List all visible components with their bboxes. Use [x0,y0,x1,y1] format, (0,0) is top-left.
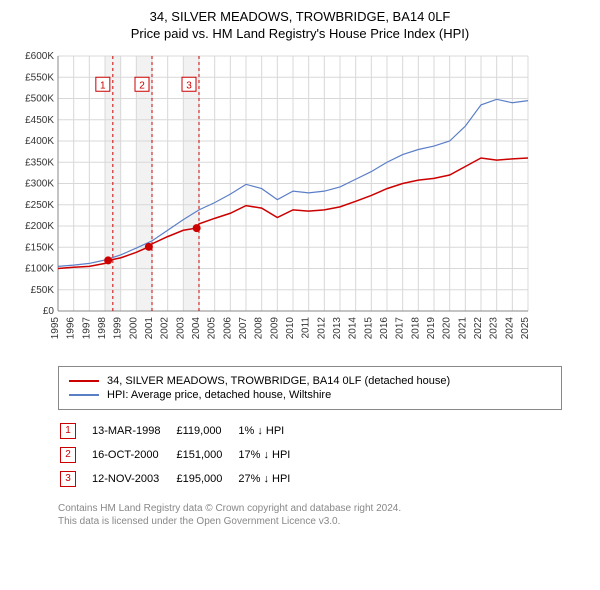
annotation-marker [145,243,153,251]
x-tick-label: 2003 [175,317,186,340]
x-tick-label: 2012 [316,317,327,340]
annotation-number: 2 [139,80,145,91]
annotation-marker [193,224,201,232]
annotation-marker [104,257,112,265]
footer-line-1: Contains HM Land Registry data © Crown c… [58,502,562,515]
x-tick-label: 2010 [285,317,296,340]
x-tick-label: 2016 [379,317,390,340]
x-tick-label: 1997 [81,317,92,340]
x-tick-label: 2015 [363,317,374,340]
x-tick-label: 2005 [207,317,218,340]
x-tick-label: 2011 [301,317,312,339]
y-tick-label: £0 [43,306,55,317]
x-tick-label: 1999 [113,317,124,340]
x-tick-label: 2000 [128,317,139,340]
y-tick-label: £600K [25,51,54,62]
y-tick-label: £250K [25,200,54,211]
x-tick-label: 2020 [442,317,453,340]
marker-date: 13-MAR-1998 [92,420,174,442]
legend-label: HPI: Average price, detached house, Wilt… [107,389,331,401]
x-tick-label: 2018 [410,317,421,340]
marker-delta: 17% ↓ HPI [238,444,304,466]
y-tick-label: £50K [31,285,55,296]
marker-row: 1 13-MAR-1998£119,0001% ↓ HPI [60,420,304,442]
x-tick-label: 2007 [238,317,249,340]
x-tick-label: 2008 [254,317,265,340]
annotation-number: 1 [100,80,106,91]
x-tick-label: 2024 [504,317,515,340]
marker-delta: 1% ↓ HPI [238,420,304,442]
marker-price: £151,000 [176,444,236,466]
y-tick-label: £200K [25,221,54,232]
x-tick-label: 2022 [473,317,484,340]
x-tick-label: 2013 [332,317,343,340]
legend-item: 34, SILVER MEADOWS, TROWBRIDGE, BA14 0LF… [69,375,551,387]
x-tick-label: 2021 [457,317,468,340]
x-tick-label: 1996 [66,317,77,340]
y-tick-label: £550K [25,72,54,83]
marker-price: £195,000 [176,468,236,490]
legend-item: HPI: Average price, detached house, Wilt… [69,389,551,401]
x-tick-label: 2009 [269,317,280,340]
x-tick-label: 2006 [222,317,233,340]
x-tick-label: 1995 [50,317,61,340]
legend-swatch [69,394,99,396]
chart-subtitle: Price paid vs. HM Land Registry's House … [8,26,592,41]
markers-table: 1 13-MAR-1998£119,0001% ↓ HPI 2 16-OCT-2000… [58,418,306,492]
annotation-number: 3 [186,80,192,91]
legend-swatch [69,380,99,382]
marker-row: 3 12-NOV-2003£195,00027% ↓ HPI [60,468,304,490]
x-tick-label: 2019 [426,317,437,340]
chart-title: 34, SILVER MEADOWS, TROWBRIDGE, BA14 0LF [8,8,592,26]
x-tick-label: 2002 [160,317,171,340]
marker-row: 2 16-OCT-2000£151,00017% ↓ HPI [60,444,304,466]
footer-line-2: This data is licensed under the Open Gov… [58,515,562,528]
x-tick-label: 2017 [395,317,406,340]
marker-number-box: 3 [60,471,76,487]
x-tick-label: 2004 [191,317,202,340]
marker-number-box: 1 [60,423,76,439]
marker-date: 12-NOV-2003 [92,468,174,490]
marker-price: £119,000 [176,420,236,442]
y-tick-label: £450K [25,115,54,126]
marker-number-box: 2 [60,447,76,463]
y-tick-label: £500K [25,94,54,105]
y-tick-label: £400K [25,136,54,147]
legend: 34, SILVER MEADOWS, TROWBRIDGE, BA14 0LF… [58,366,562,410]
footer-attribution: Contains HM Land Registry data © Crown c… [58,502,562,528]
y-tick-label: £100K [25,264,54,275]
x-tick-label: 2001 [144,317,155,340]
y-tick-label: £350K [25,157,54,168]
price-chart: £0 £50K £100K £150K £200K £250K £300K £350K £400… [8,51,538,351]
x-tick-label: 2014 [348,317,359,340]
x-tick-label: 1998 [97,317,108,340]
y-tick-label: £300K [25,179,54,190]
marker-date: 16-OCT-2000 [92,444,174,466]
x-tick-label: 2023 [489,317,500,340]
x-tick-label: 2025 [520,317,531,340]
y-tick-label: £150K [25,242,54,253]
legend-label: 34, SILVER MEADOWS, TROWBRIDGE, BA14 0LF… [107,375,450,387]
marker-delta: 27% ↓ HPI [238,468,304,490]
